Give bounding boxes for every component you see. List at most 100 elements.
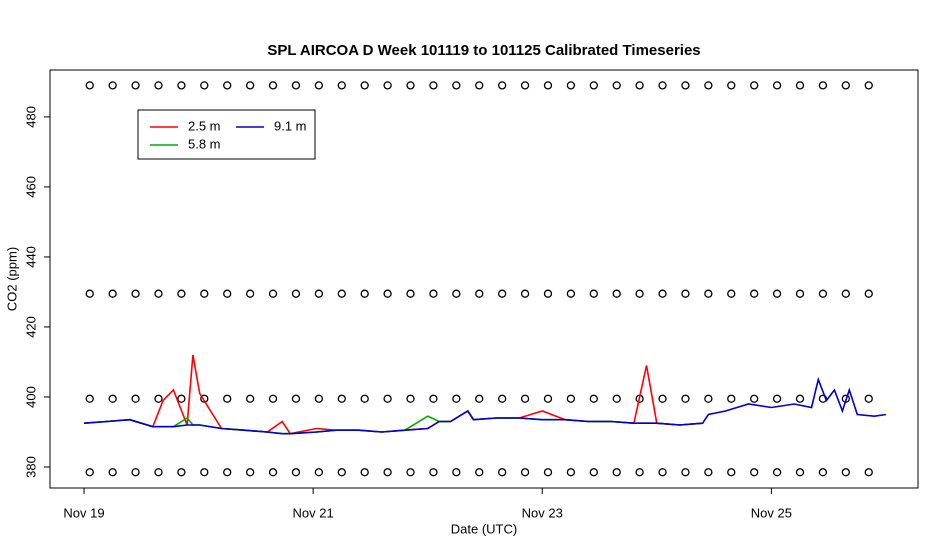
calibration-point xyxy=(154,468,163,477)
calibration-point xyxy=(337,394,346,403)
calibration-point xyxy=(383,468,392,477)
calibration-point xyxy=(772,394,782,403)
calibration-point xyxy=(658,81,667,90)
calibration-point xyxy=(429,468,438,477)
x-tick-label: Nov 23 xyxy=(522,505,563,520)
calibration-point xyxy=(635,289,644,298)
calibration-point xyxy=(750,394,759,403)
calibration-point xyxy=(383,394,392,403)
calibration-point xyxy=(498,394,507,403)
calibration-point xyxy=(406,289,415,298)
calibration-point xyxy=(704,394,713,403)
calibration-point xyxy=(85,394,94,403)
calibration-point xyxy=(681,81,690,90)
calibration-point xyxy=(429,81,438,90)
calibration-point xyxy=(223,394,232,403)
calibration-point xyxy=(154,81,163,90)
calibration-point xyxy=(589,468,598,477)
calibration-point xyxy=(566,289,576,298)
calibration-point xyxy=(543,394,553,403)
calibration-point xyxy=(635,468,644,477)
calibration-point xyxy=(681,289,690,298)
calibration-point xyxy=(452,468,461,477)
calibration-point xyxy=(635,81,644,90)
legend: 2.5 m 5.8 m 9.1 m xyxy=(137,109,316,160)
x-tick-label: Nov 19 xyxy=(63,505,104,520)
x-tick-label: Nov 25 xyxy=(751,505,792,520)
calibration-point xyxy=(223,81,232,90)
calibration-point xyxy=(818,289,828,298)
calibration-point xyxy=(177,81,186,90)
calibration-point xyxy=(154,394,163,403)
calibration-point xyxy=(360,289,369,298)
calibration-point xyxy=(245,81,255,90)
calibration-point xyxy=(841,468,850,477)
y-tick-label: 460 xyxy=(23,176,38,198)
calibration-point xyxy=(772,81,782,90)
calibration-point xyxy=(223,468,232,477)
y-tick-label: 420 xyxy=(23,316,38,338)
y-axis-label: CO2 (ppm) xyxy=(4,247,19,311)
calibration-point xyxy=(85,468,94,477)
calibration-point xyxy=(612,289,621,298)
calibration-point xyxy=(383,81,392,90)
legend-label: 9.1 m xyxy=(274,118,307,133)
calibration-point xyxy=(108,81,117,90)
calibration-point xyxy=(498,468,507,477)
calibration-point xyxy=(314,289,324,298)
calibration-point xyxy=(406,394,415,403)
x-tick-label: Nov 21 xyxy=(293,505,334,520)
calibration-point xyxy=(268,289,278,298)
calibration-point xyxy=(475,289,484,298)
calibration-point xyxy=(268,394,278,403)
calibration-point xyxy=(360,81,369,90)
calibration-point xyxy=(795,81,805,90)
calibration-point xyxy=(498,289,507,298)
calibration-point xyxy=(429,289,438,298)
calibration-point xyxy=(314,81,324,90)
calibration-point xyxy=(795,289,805,298)
calibration-point xyxy=(200,289,209,298)
calibration-point xyxy=(177,394,186,403)
calibration-point xyxy=(543,468,553,477)
calibration-point xyxy=(772,289,782,298)
calibration-point xyxy=(566,81,576,90)
calibration-point xyxy=(795,468,805,477)
calibration-point xyxy=(681,394,690,403)
calibration-point xyxy=(864,81,873,90)
calibration-point xyxy=(520,289,530,298)
series-line xyxy=(83,409,703,435)
calibration-point xyxy=(337,289,346,298)
series-line xyxy=(83,376,887,435)
calibration-point xyxy=(543,81,553,90)
calibration-point xyxy=(223,289,232,298)
calibration-point xyxy=(291,394,301,403)
calibration-point xyxy=(589,289,598,298)
calibration-point xyxy=(337,81,346,90)
calibration-point xyxy=(750,81,759,90)
calibration-point xyxy=(131,468,140,477)
calibration-point xyxy=(841,81,850,90)
y-tick-label: 400 xyxy=(23,386,38,408)
calibration-point xyxy=(291,81,301,90)
y-tick-label: 440 xyxy=(23,246,38,268)
calibration-point xyxy=(841,289,850,298)
calibration-point xyxy=(291,289,301,298)
calibration-point xyxy=(245,289,255,298)
calibration-point xyxy=(268,81,278,90)
calibration-point xyxy=(452,394,461,403)
calibration-point xyxy=(727,468,736,477)
calibration-point xyxy=(452,289,461,298)
calibration-point xyxy=(750,289,759,298)
calibration-point xyxy=(704,468,713,477)
legend-label: 5.8 m xyxy=(188,136,221,151)
calibration-point xyxy=(200,468,209,477)
calibration-point xyxy=(658,468,667,477)
calibration-point xyxy=(727,394,736,403)
calibration-point xyxy=(245,468,255,477)
calibration-point xyxy=(772,468,782,477)
calibration-point xyxy=(750,468,759,477)
calibration-point xyxy=(864,394,873,403)
calibration-point xyxy=(818,81,828,90)
